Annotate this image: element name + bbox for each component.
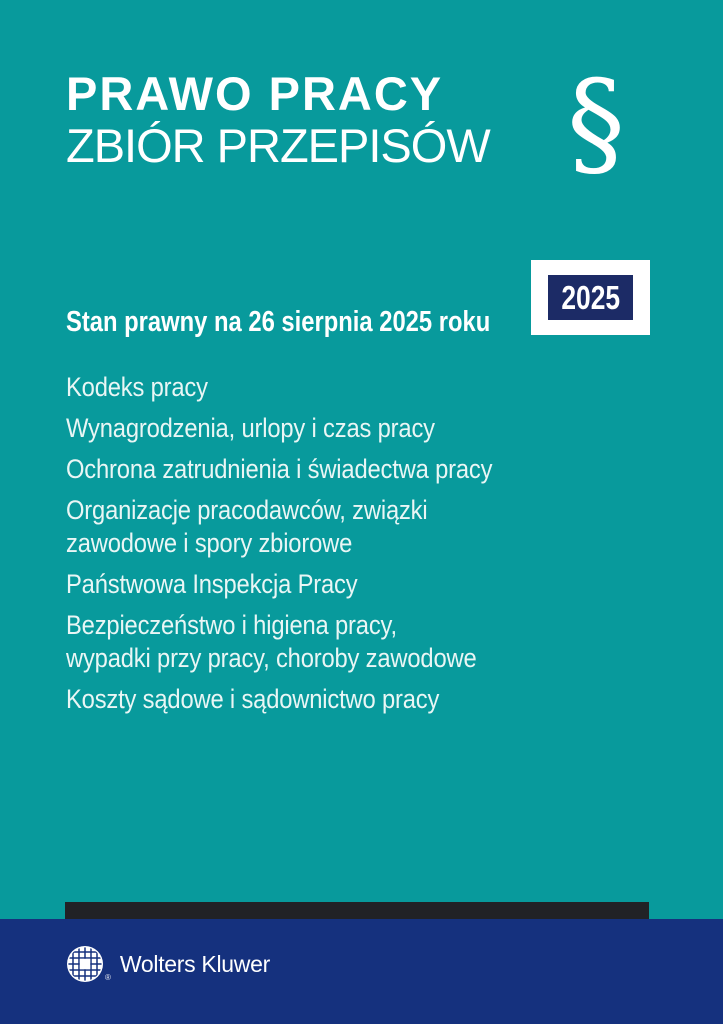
topic-item: Kodeks pracy (66, 372, 208, 402)
topic-item: Państwowa Inspekcja Pracy (66, 569, 358, 599)
publisher-lockup: ® Wolters Kluwer (66, 944, 270, 984)
topics-list: Kodeks pracy Wynagrodzenia, urlopy i cza… (66, 371, 629, 724)
topic-item: Bezpieczeństwo i higiena pracy, wypadki … (66, 610, 477, 673)
registered-trademark-symbol: ® (105, 973, 111, 982)
year-label: 2025 (561, 279, 620, 316)
topic-item: Wynagrodzenia, urlopy i czas pracy (66, 413, 435, 443)
topic-item: Koszty sądowe i sądownictwo pracy (66, 684, 440, 714)
paragraph-section-sign-icon: § (567, 56, 625, 191)
book-title-line2: ZBIÓR PRZEPISÓW (66, 119, 491, 172)
book-title-line1: PRAWO PRACY (66, 67, 444, 120)
year-badge-inner: 2025 (548, 275, 633, 320)
divider-bar (65, 902, 649, 919)
year-badge: 2025 (531, 260, 650, 335)
wolters-kluwer-globe-icon (67, 946, 103, 982)
topic-item: Organizacje pracodawców, związki zawodow… (66, 495, 428, 558)
publisher-footer: ® Wolters Kluwer (0, 919, 723, 1024)
legal-status-line: Stan prawny na 26 sierpnia 2025 roku (66, 306, 491, 338)
publisher-name: Wolters Kluwer (119, 950, 270, 977)
topic-item: Ochrona zatrudnienia i świadectwa pracy (66, 454, 493, 484)
